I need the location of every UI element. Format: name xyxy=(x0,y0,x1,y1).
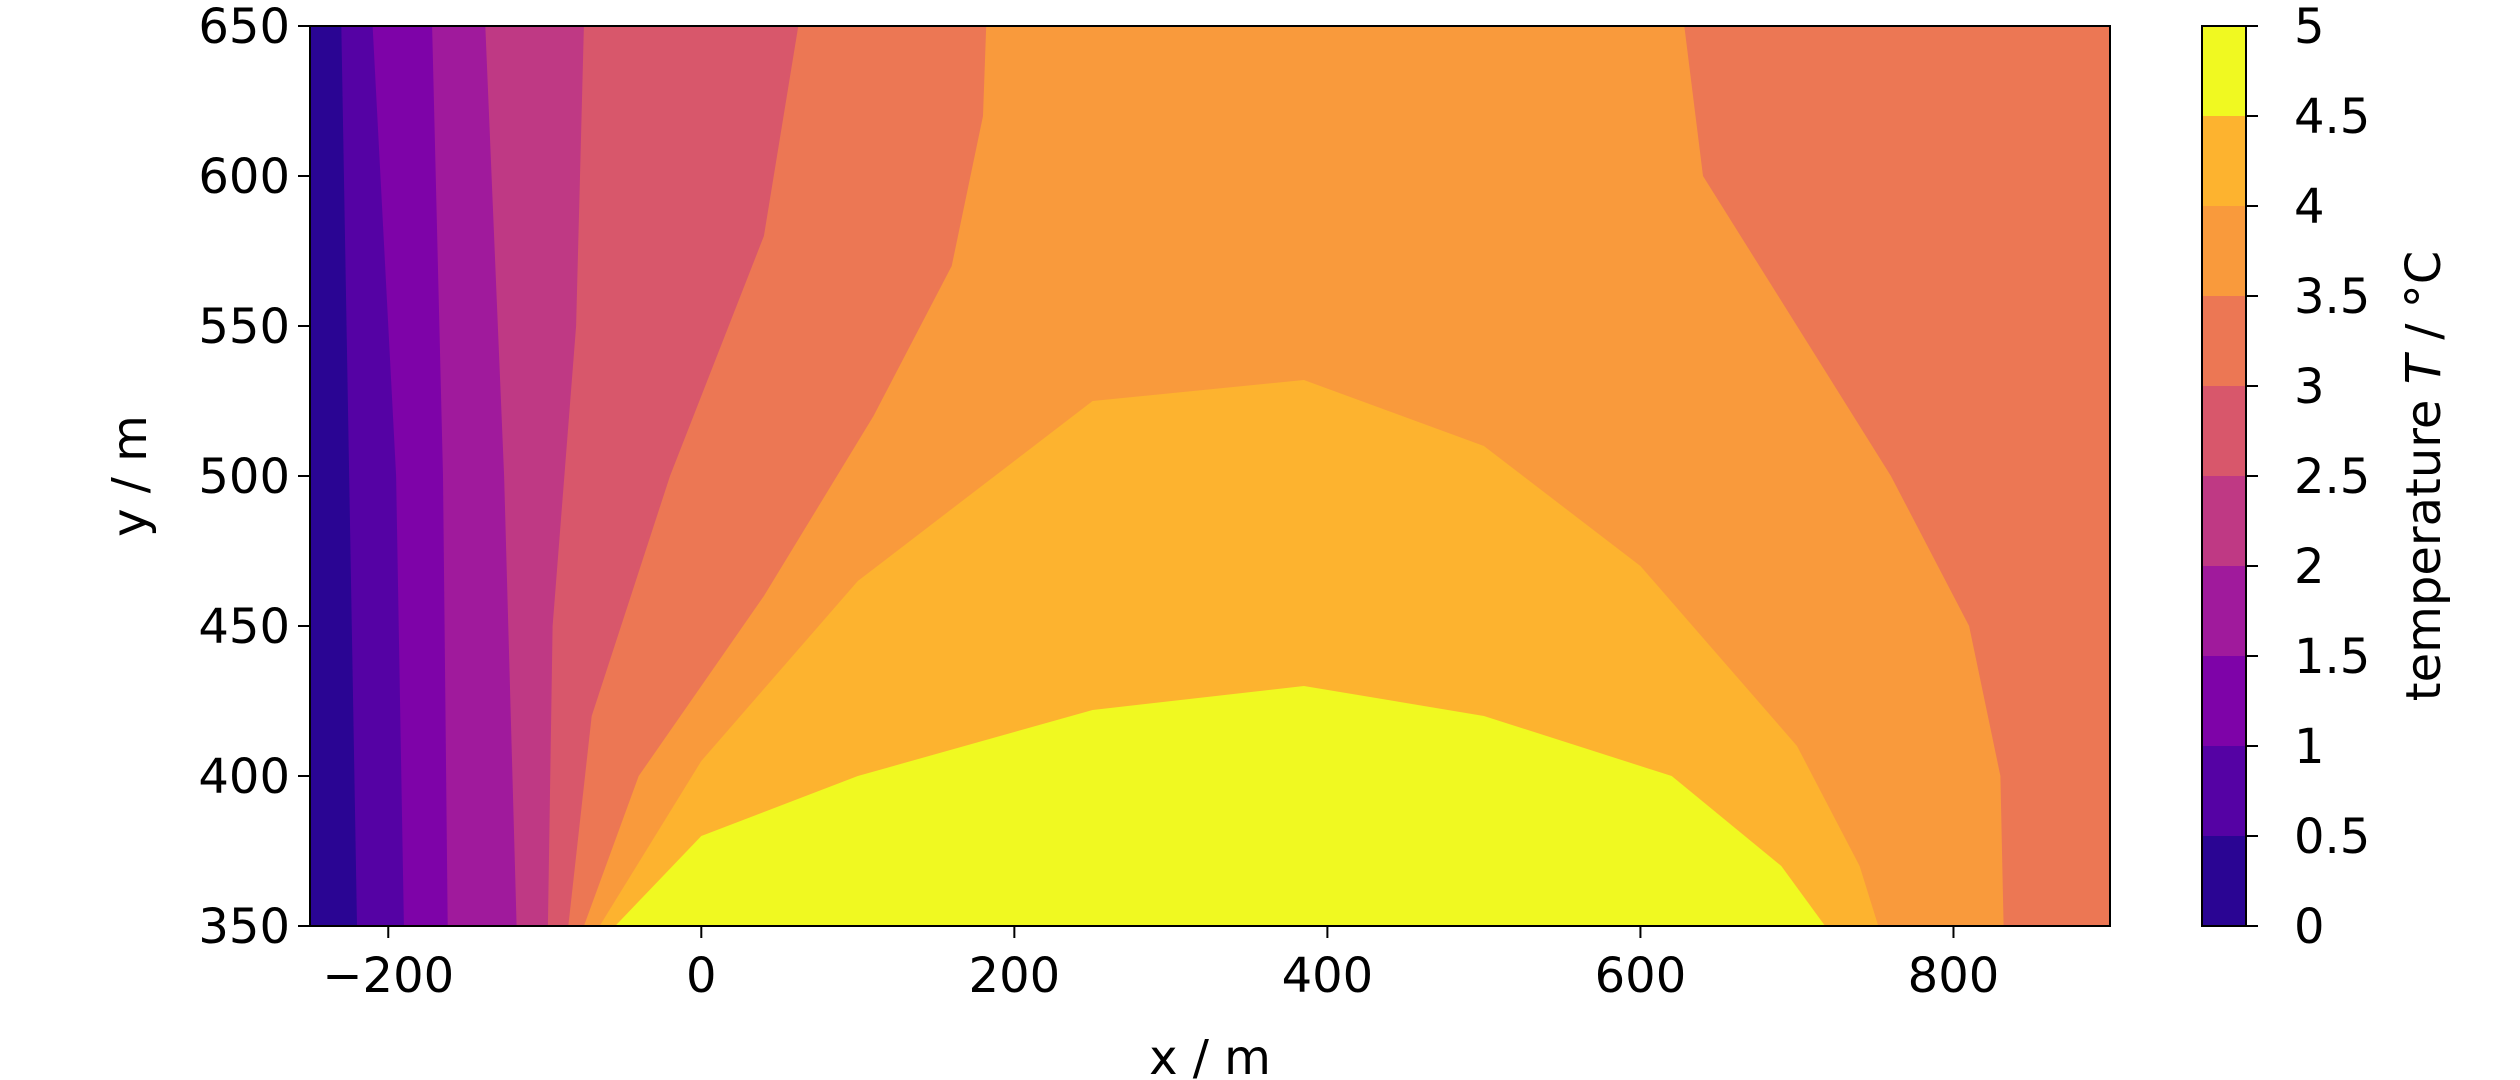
x-axis-ticks: −200 0 200 400 600 800 xyxy=(322,926,1999,1004)
x-tick-label: 600 xyxy=(1595,948,1687,1004)
y-tick-label: 400 xyxy=(198,749,290,805)
colorbar-segment xyxy=(2202,296,2246,386)
colorbar-label-prefix: temperature xyxy=(2396,384,2452,701)
colorbar-segment xyxy=(2202,566,2246,656)
y-tick-label: 550 xyxy=(198,299,290,355)
colorbar-tick-label: 3 xyxy=(2294,359,2325,415)
colorbar-segment xyxy=(2202,206,2246,296)
y-axis-label: y / m xyxy=(102,415,158,537)
colorbar-tick-label: 0.5 xyxy=(2294,809,2370,865)
colorbar-segment xyxy=(2202,746,2246,836)
colorbar-segment xyxy=(2202,476,2246,566)
colorbar-tick-label: 2 xyxy=(2294,539,2325,595)
colorbar-segment xyxy=(2202,26,2246,116)
y-tick-label: 450 xyxy=(198,599,290,655)
colorbar-tick-label: 5 xyxy=(2294,0,2325,55)
colorbar-label: temperature T / °C xyxy=(2396,251,2452,702)
y-tick-label: 350 xyxy=(198,899,290,955)
colorbar-label-suffix: / °C xyxy=(2396,251,2452,355)
y-tick-label: 500 xyxy=(198,449,290,505)
colorbar-tick-label: 0 xyxy=(2294,899,2325,955)
colorbar-tick-label: 1.5 xyxy=(2294,629,2370,685)
y-axis-ticks: 350 400 450 500 550 600 650 xyxy=(198,0,310,955)
colorbar-tick-label: 1 xyxy=(2294,719,2325,775)
contour-bands xyxy=(310,26,2110,926)
band-4.5-5 xyxy=(615,686,1826,926)
colorbar-segment xyxy=(2202,116,2246,206)
colorbar-segment xyxy=(2202,386,2246,476)
colorbar-tick-label: 2.5 xyxy=(2294,449,2370,505)
colorbar-label-symbol: T xyxy=(2396,351,2452,384)
band-0-0.5 xyxy=(310,26,357,926)
x-tick-label: 800 xyxy=(1908,948,2000,1004)
y-tick-label: 650 xyxy=(198,0,290,55)
colorbar-tick-label: 4 xyxy=(2294,179,2325,235)
x-axis-label: x / m xyxy=(1149,1030,1271,1080)
x-tick-label: −200 xyxy=(322,948,454,1004)
colorbar-tick-label: 3.5 xyxy=(2294,269,2370,325)
x-tick-label: 400 xyxy=(1282,948,1374,1004)
colorbar-segment xyxy=(2202,836,2246,926)
colorbar-tick-label: 4.5 xyxy=(2294,89,2370,145)
y-tick-label: 600 xyxy=(198,149,290,205)
colorbar-segment xyxy=(2202,656,2246,746)
x-tick-label: 200 xyxy=(969,948,1061,1004)
colorbar: 0 0.5 1 1.5 2 2.5 3 3.5 4 4.5 5 xyxy=(2201,0,2370,955)
x-tick-label: 0 xyxy=(686,948,717,1004)
